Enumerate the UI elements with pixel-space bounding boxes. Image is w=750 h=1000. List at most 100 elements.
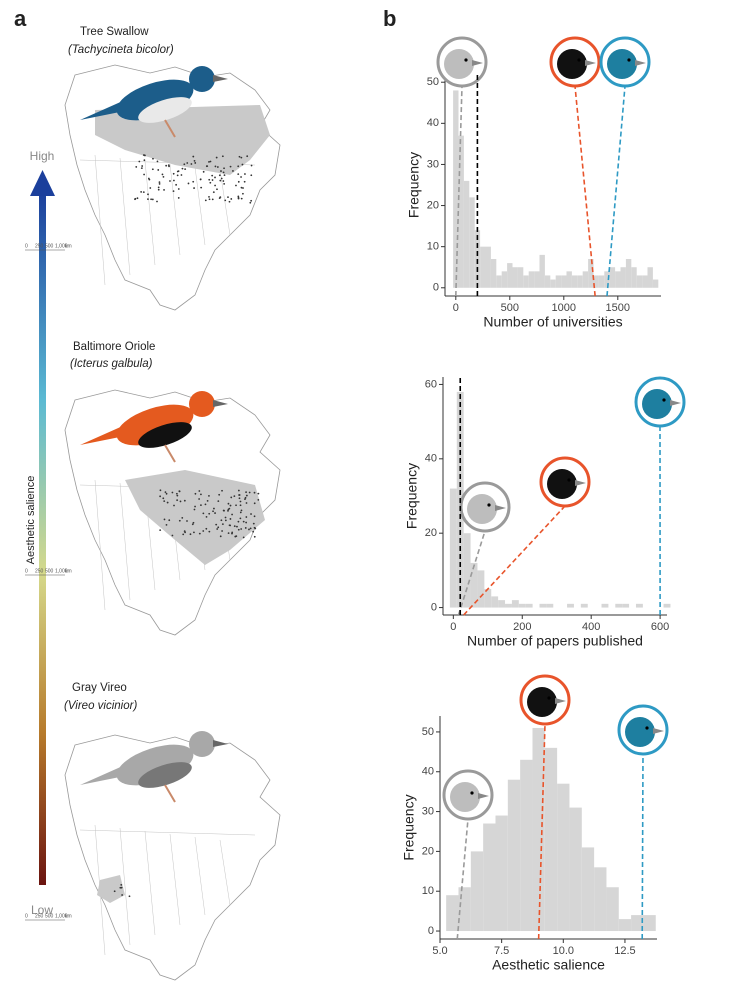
histogram-bar xyxy=(566,271,572,288)
occurrence-dot xyxy=(238,494,241,496)
species-icon-head xyxy=(557,49,587,79)
y-tick-label: 40 xyxy=(425,453,437,465)
histogram-bar xyxy=(485,246,491,288)
occurrence-dot xyxy=(257,498,260,501)
scale-label: 1,000 xyxy=(55,243,68,249)
bird-head xyxy=(189,391,215,417)
y-tick-label: 10 xyxy=(422,885,434,897)
reference-line xyxy=(455,85,463,297)
occurrence-dot xyxy=(192,155,195,158)
histogram-bar xyxy=(544,747,558,932)
species-icon-eye xyxy=(567,478,571,482)
occurrence-dot xyxy=(228,507,231,510)
occurrence-dot xyxy=(193,508,196,511)
occurrence-dot xyxy=(250,199,253,202)
panel-label: a xyxy=(14,6,27,31)
species-icon-eye xyxy=(627,58,631,62)
occurrence-dot xyxy=(212,191,215,194)
histogram-bar xyxy=(532,727,545,932)
bird-leg xyxy=(164,444,176,463)
species-name: Gray Vireo xyxy=(72,682,127,694)
occurrence-dot xyxy=(242,192,244,195)
occurrence-dot xyxy=(172,172,175,175)
histogram-bar xyxy=(618,919,632,932)
y-tick-label: 20 xyxy=(422,845,434,857)
occurrence-dot xyxy=(179,500,182,503)
reference-line xyxy=(463,505,566,616)
y-tick-label: 30 xyxy=(427,158,439,170)
scale-label: km xyxy=(65,913,72,919)
occurrence-dot xyxy=(171,534,174,537)
occurrence-dot xyxy=(159,489,162,492)
histogram-bar xyxy=(483,823,496,932)
occurrence-dot xyxy=(223,174,226,177)
scale-label: 500 xyxy=(45,568,54,574)
occurrence-dot xyxy=(178,519,181,522)
species-icon-head xyxy=(642,389,672,419)
species-icon-head xyxy=(547,469,577,499)
scale-label: 500 xyxy=(45,243,54,249)
occurrence-dot xyxy=(208,198,211,201)
occurrence-dot xyxy=(183,499,186,502)
histogram-bar xyxy=(555,275,562,288)
occurrence-dot xyxy=(217,526,220,529)
occurrence-dot xyxy=(208,195,210,198)
scale-label: 500 xyxy=(45,913,54,919)
occurrence-dot xyxy=(172,190,175,192)
occurrence-dot xyxy=(238,497,241,500)
occurrence-dot xyxy=(206,165,209,168)
species-icon-beak xyxy=(575,480,586,486)
occurrence-dot xyxy=(239,500,242,503)
occurrence-dot xyxy=(206,499,209,502)
histogram-bar xyxy=(477,570,485,608)
occurrence-dot xyxy=(245,494,248,497)
occurrence-dot xyxy=(242,187,244,189)
bird-belly xyxy=(138,762,192,788)
occurrence-dot xyxy=(162,497,165,500)
y-tick-label: 40 xyxy=(427,117,439,129)
occurrence-dot xyxy=(230,496,233,499)
species-icon-eye xyxy=(464,58,468,62)
occurrence-dot xyxy=(214,165,217,168)
occurrence-dot xyxy=(150,198,153,201)
occurrence-dot xyxy=(237,528,240,531)
occurrence-dot xyxy=(244,173,246,175)
occurrence-dot xyxy=(208,494,210,497)
histogram-bar xyxy=(594,867,607,932)
occurrence-dot xyxy=(216,528,219,530)
scale-label: 0 xyxy=(25,913,28,919)
occurrence-dot xyxy=(177,188,180,190)
occurrence-dot xyxy=(158,181,161,183)
occurrence-dot xyxy=(193,159,196,162)
occurrence-dot xyxy=(176,174,179,177)
occurrence-dot xyxy=(149,187,152,189)
occurrence-dot xyxy=(239,517,242,520)
histogram-bar xyxy=(615,603,623,608)
occurrence-dot xyxy=(235,184,237,187)
histogram-bar xyxy=(528,271,535,288)
histogram-bar xyxy=(601,603,609,608)
occurrence-dot xyxy=(242,536,245,539)
histogram-bar xyxy=(446,895,459,932)
occurrence-dot xyxy=(208,512,211,515)
occurrence-dot xyxy=(245,502,248,504)
occurrence-dot xyxy=(214,512,216,514)
occurrence-dot xyxy=(223,167,225,170)
occurrence-dot xyxy=(227,532,230,534)
occurrence-dot xyxy=(229,518,232,520)
occurrence-dot xyxy=(204,503,207,506)
occurrence-dot xyxy=(176,499,179,502)
histogram-bar xyxy=(463,533,471,608)
occurrence-dot xyxy=(237,165,240,168)
bird-leg xyxy=(164,784,176,803)
occurrence-dot xyxy=(186,162,189,164)
occurrence-dot xyxy=(219,179,222,182)
occurrence-dot xyxy=(164,491,167,494)
x-tick-label: 1500 xyxy=(606,302,630,314)
occurrence-dot xyxy=(180,174,183,176)
occurrence-dot xyxy=(208,178,211,181)
